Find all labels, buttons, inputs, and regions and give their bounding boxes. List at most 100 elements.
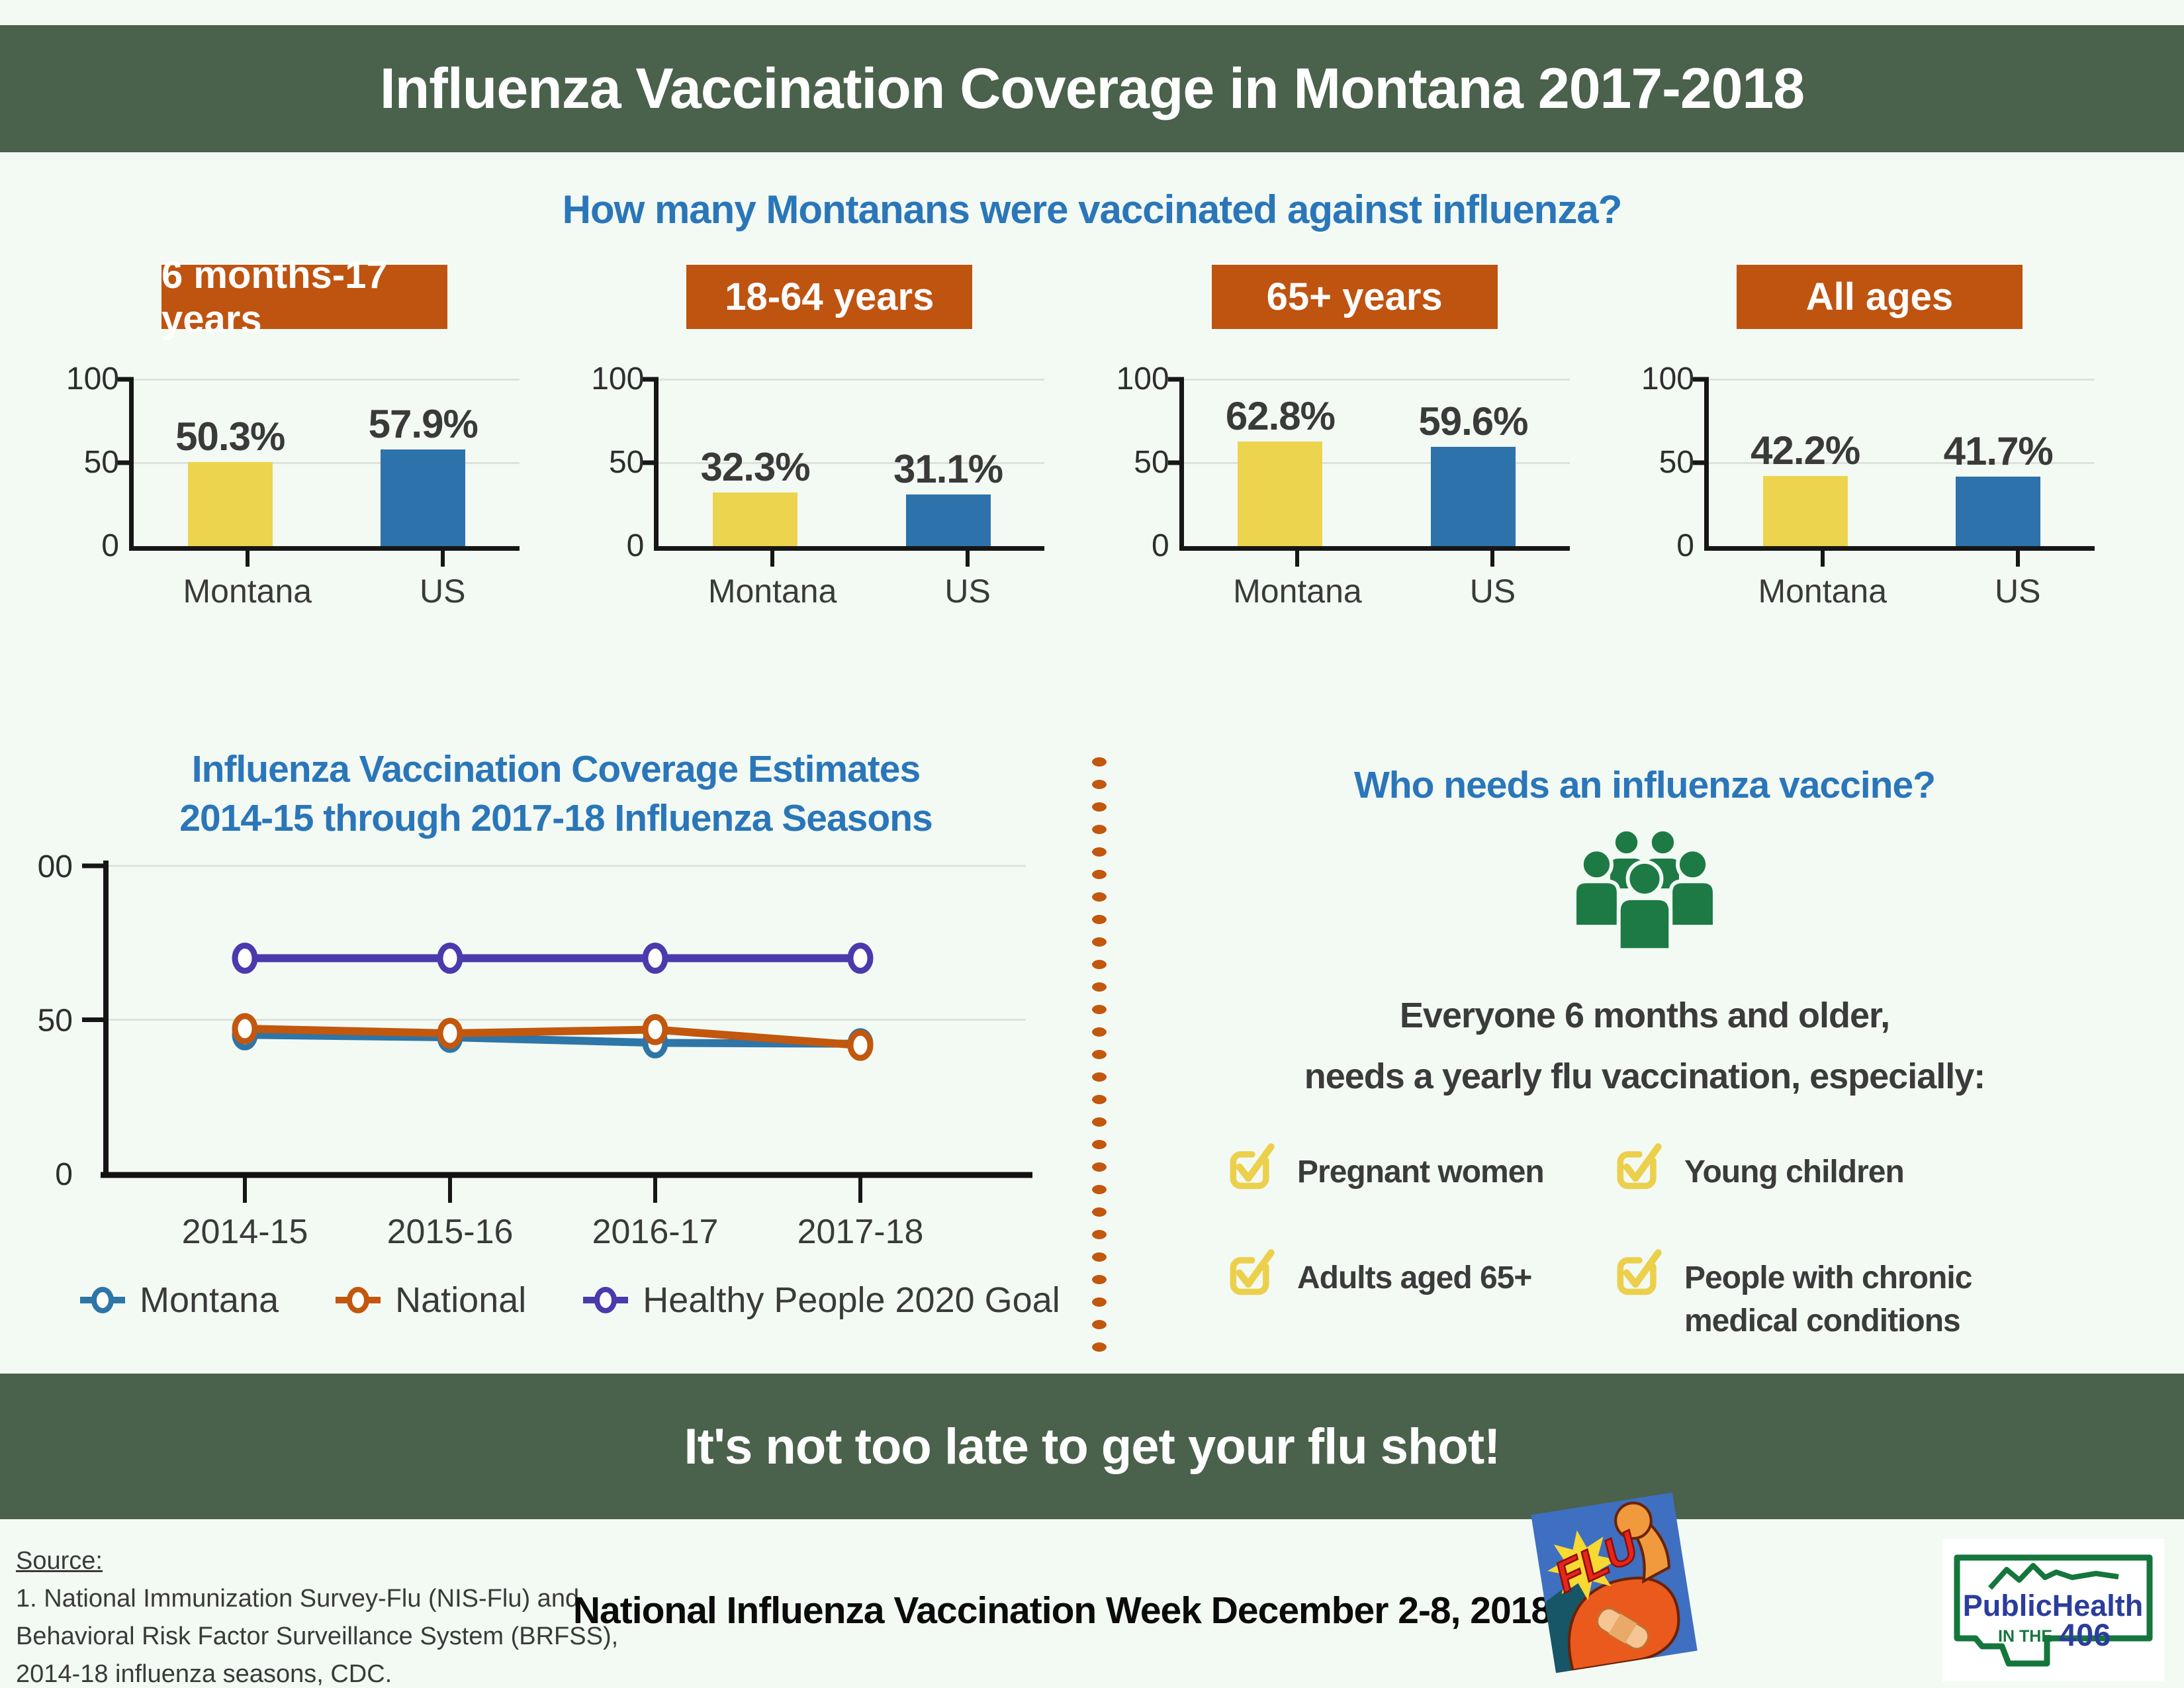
checklist-label: People with chronic medical conditions	[1684, 1260, 1972, 1339]
x-axis-label: US	[1469, 573, 1516, 610]
x-axis-label: Montana	[1758, 573, 1888, 610]
legend-label: Healthy People 2020 Goal	[643, 1280, 1060, 1321]
x-axis-label: US	[944, 573, 991, 610]
line-national	[241, 1025, 864, 1050]
checklist-label: Pregnant women	[1297, 1154, 1545, 1190]
x-axis-category: Montana	[1758, 551, 1887, 610]
y-axis-label: 0	[626, 528, 645, 563]
age-group-charts: 6 months-17 years 100 50 0 50.3% 57.9% Montana…	[63, 254, 2121, 610]
source-line: Behavioral Risk Factor Surveillance Syst…	[16, 1622, 619, 1650]
legend-item: National	[332, 1280, 526, 1321]
checkbox-checked-icon	[1617, 1143, 1662, 1189]
bar-group-us: 41.7%	[1943, 428, 2054, 546]
source-label: Source:	[16, 1547, 103, 1575]
trend-chart-section: Influenza Vaccination Coverage Estimates…	[36, 745, 1075, 1321]
y-axis-label: 0	[101, 528, 119, 563]
y-axis-label: 100	[1641, 361, 1694, 397]
age-group-header: All ages	[1736, 265, 2023, 329]
age-chart-card: 6 months-17 years 100 50 0 50.3% 57.9% Montana…	[63, 254, 546, 610]
x-axis-category: US	[420, 551, 466, 610]
trend-title-line2: 2014-15 through 2017-18 Influenza Season…	[179, 797, 933, 840]
source-line: 2014-18 influenza seasons, CDC.	[16, 1660, 392, 1688]
bar-value-label: 50.3%	[175, 414, 285, 459]
y-axis-label: 50	[608, 445, 645, 480]
checklist-item: Young children	[1612, 1143, 2065, 1194]
x-axis-label: US	[1995, 573, 2041, 610]
checklist-label: Adults aged 65+	[1297, 1260, 1532, 1296]
source-line: 1. National Immunization Survey-Flu (NIS…	[16, 1585, 580, 1613]
bar-us	[1956, 476, 2041, 546]
legend-label: National	[395, 1280, 527, 1321]
marker-healthy-people-2020-goal	[437, 943, 463, 974]
x-axis-category: US	[1470, 551, 1516, 610]
call-to-action-banner: It's not too late to get your flu shot!	[0, 1374, 2184, 1519]
x-axis-label: Montana	[183, 573, 312, 610]
x-axis-label: Montana	[1233, 573, 1362, 610]
y-axis-label: 100	[1116, 361, 1169, 397]
bar-montana	[713, 492, 798, 546]
y-axis-label: 100	[591, 361, 645, 397]
bar-value-label: 31.1%	[893, 446, 1003, 491]
x-axis-label: 2015-16	[387, 1213, 514, 1251]
page-subtitle: How many Montanans were vaccinated again…	[562, 187, 1623, 232]
title-banner: Influenza Vaccination Coverage in Montan…	[0, 25, 2184, 152]
legend-item: Montana	[76, 1280, 279, 1321]
checklist-item: People with chronic medical conditions	[1612, 1249, 2065, 1343]
page-title: Influenza Vaccination Coverage in Montan…	[379, 56, 1805, 120]
who-needs-body-line1: Everyone 6 months and older,	[1399, 996, 1890, 1035]
y-axis-label: 0	[1676, 528, 1694, 563]
y-axis-label: 0	[1151, 528, 1169, 563]
x-axis-label: 2017-18	[797, 1213, 924, 1251]
who-needs-body-line2: needs a yearly flu vaccination, especial…	[1304, 1056, 1986, 1096]
who-needs-panel: Who needs an influenza vaccine? Everyone…	[1128, 745, 2161, 1343]
event-title: National Influenza Vaccination Week Dece…	[572, 1589, 1552, 1632]
marker-healthy-people-2020-goal	[232, 943, 258, 974]
bar-chart-plot: 100 50 0 50.3% 57.9%	[66, 363, 520, 562]
y-axis-label: 0	[55, 1157, 73, 1192]
checkbox-checked-icon	[1617, 1249, 1662, 1295]
legend-label: Montana	[140, 1280, 279, 1321]
x-axis-label: US	[420, 573, 466, 610]
checklist-item: Adults aged 65+	[1224, 1249, 1585, 1343]
bar-value-label: 41.7%	[1943, 428, 2054, 473]
montana-outline-icon	[1954, 1554, 2153, 1667]
marker-healthy-people-2020-goal	[642, 943, 668, 974]
trend-title-line1: Influenza Vaccination Coverage Estimates	[191, 748, 921, 790]
y-axis-label: 50	[1134, 445, 1169, 480]
x-axis-label: 2014-15	[182, 1213, 308, 1251]
flu-strong-arm-logo: FLU	[1531, 1492, 1698, 1673]
legend-marker-icon	[80, 1287, 125, 1314]
line-montana	[241, 1031, 864, 1048]
bar-value-label: 62.8%	[1225, 393, 1336, 438]
age-group-header: 6 months-17 years	[161, 254, 447, 341]
bar-value-label: 59.6%	[1418, 399, 1528, 444]
people-group-icon	[1572, 827, 1717, 953]
call-to-action-text: It's not too late to get your flu shot!	[684, 1418, 1501, 1475]
marker-national	[232, 1013, 258, 1045]
dotted-divider	[1092, 751, 1107, 1364]
legend-item: Healthy People 2020 Goal	[579, 1280, 1060, 1321]
bar-group-us: 57.9%	[369, 404, 478, 546]
bar-group-us: 59.6%	[1418, 399, 1528, 546]
x-axis-category: Montana	[183, 551, 312, 610]
age-chart-card: All ages 100 50 0 42.2% 41.7% Montana US	[1638, 265, 2121, 610]
bar-value-label: 32.3%	[700, 444, 811, 489]
bar-us	[1430, 446, 1516, 546]
mid-section: Influenza Vaccination Coverage Estimates…	[0, 745, 2184, 1374]
age-chart-card: 18-64 years 100 50 0 32.3% 31.1% Montana US	[588, 265, 1071, 610]
bar-montana	[1762, 475, 1848, 546]
legend-marker-icon	[583, 1287, 629, 1314]
ph406-name: PublicHealth	[1963, 1589, 2144, 1622]
y-axis-label: 50	[1659, 445, 1694, 480]
ph406-number: 406	[2059, 1617, 2111, 1652]
trend-line-chart: 100 50 0 2014-15 2015-16 2016-17 2017-18	[36, 849, 1032, 1251]
bar-group-montana: 42.2%	[1751, 430, 1860, 546]
age-group-header: 18-64 years	[686, 265, 973, 329]
y-axis-label: 100	[66, 361, 119, 397]
x-axis-label: 2016-17	[592, 1213, 719, 1251]
priority-groups-checklist: Pregnant women Young children Adults aged …	[1224, 1143, 2065, 1343]
checkbox-checked-icon	[1230, 1143, 1275, 1189]
y-axis-label: 100	[36, 849, 73, 884]
x-axis-category: Montana	[708, 551, 837, 610]
